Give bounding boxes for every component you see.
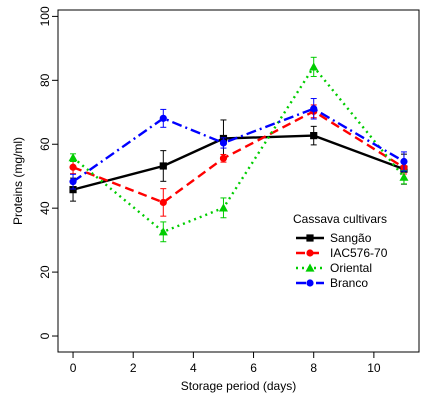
x-axis: 0 2 4 6 8 10 — [70, 352, 381, 375]
x-tick-label: 0 — [70, 361, 77, 375]
data-point — [219, 154, 228, 162]
series-line — [72, 107, 405, 183]
series-iac576-70 — [69, 104, 408, 217]
data-point — [159, 114, 167, 122]
y-tick-label: 60 — [38, 137, 52, 151]
legend-item: Sangão — [296, 231, 372, 245]
legend-label: Oriental — [330, 261, 372, 275]
y-tick-label: 80 — [38, 73, 52, 87]
y-tick-label: 0 — [38, 332, 52, 339]
x-axis-label: Storage period (days) — [181, 379, 296, 393]
plot-frame — [57, 9, 420, 353]
data-point — [159, 198, 167, 207]
series-line — [72, 134, 405, 191]
data-point — [400, 157, 408, 166]
series-sang-o — [69, 119, 408, 202]
data-point — [219, 139, 228, 147]
y-tick-label: 100 — [38, 6, 52, 26]
legend-label: Sangão — [330, 231, 372, 245]
x-tick-label: 8 — [310, 361, 317, 375]
x-tick-label: 6 — [250, 361, 257, 375]
legend-item: IAC576-70 — [296, 246, 388, 260]
data-point — [69, 178, 77, 186]
data-point — [68, 153, 78, 162]
data-point — [69, 163, 77, 171]
data-point — [306, 249, 314, 257]
data-point — [309, 62, 319, 71]
data-point — [306, 279, 314, 287]
data-point — [310, 132, 318, 140]
legend: Cassava cultivars SangãoIAC576-70Orienta… — [293, 212, 388, 290]
legend-label: IAC576-70 — [330, 246, 388, 260]
y-tick-label: 20 — [38, 265, 52, 279]
data-point — [158, 227, 168, 236]
data-point — [218, 203, 228, 212]
series-line — [72, 109, 405, 204]
y-tick-label: 40 — [38, 201, 52, 215]
x-tick-label: 10 — [367, 361, 381, 375]
data-point — [306, 234, 314, 242]
legend-label: Branco — [330, 276, 368, 290]
data-point — [305, 263, 315, 272]
series-layer — [68, 56, 409, 243]
x-tick-label: 4 — [190, 361, 197, 375]
series-branco — [69, 98, 408, 190]
y-axis: 0 20 40 60 80 100 — [38, 6, 58, 339]
x-tick-label: 2 — [130, 361, 137, 375]
data-point — [69, 186, 77, 194]
y-axis-label: Proteins (mg/ml) — [11, 137, 25, 225]
data-point — [399, 172, 409, 181]
legend-title: Cassava cultivars — [293, 212, 387, 226]
series-oriental — [68, 56, 409, 243]
data-point — [159, 162, 167, 170]
data-point — [310, 105, 318, 113]
legend-item: Oriental — [296, 261, 372, 275]
legend-item: Branco — [296, 276, 368, 290]
